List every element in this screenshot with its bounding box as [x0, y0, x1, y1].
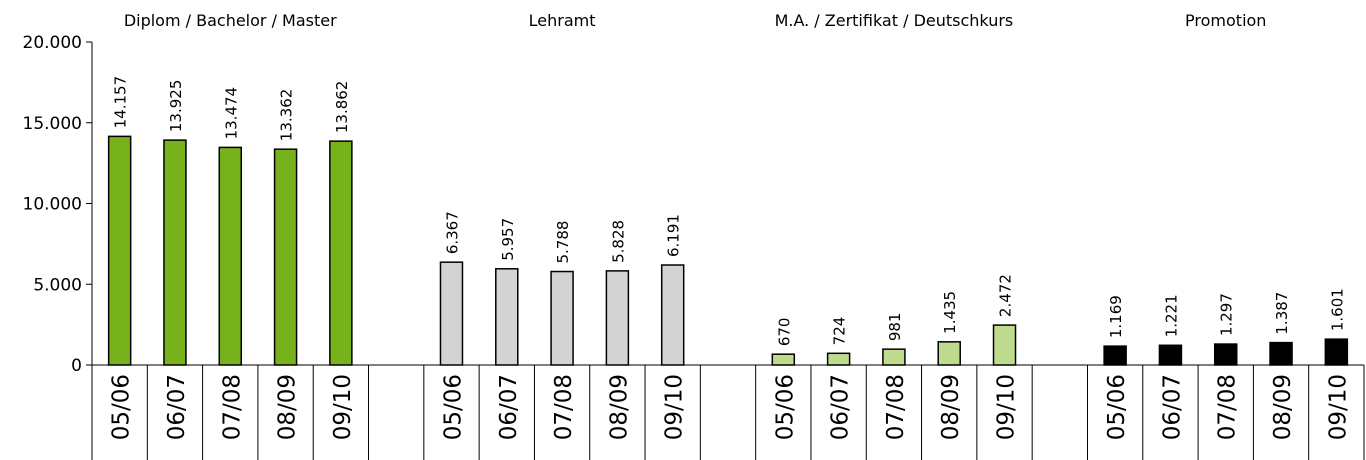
- bar: [439, 261, 464, 366]
- value-label: 1.387: [1273, 292, 1291, 335]
- value-label: 1.435: [941, 291, 959, 334]
- group-label: M.A. / Zertifikat / Deutschkurs: [775, 11, 1014, 30]
- x-tick-label: 08/09: [606, 374, 632, 440]
- x-tick-label: 07/08: [1215, 374, 1241, 440]
- x-tick-label: 06/07: [496, 374, 522, 440]
- bar: [882, 348, 906, 366]
- value-label: 2.472: [997, 274, 1015, 317]
- bar: [771, 353, 796, 366]
- value-label: 1.297: [1218, 293, 1236, 336]
- bar: [1269, 341, 1293, 366]
- y-tick-label: 20.000: [23, 33, 82, 53]
- bar: [218, 146, 243, 366]
- value-label: 5.828: [609, 220, 627, 263]
- bar: [107, 135, 132, 366]
- x-tick-label: 09/10: [1325, 374, 1351, 440]
- x-tick-label: 05/06: [440, 374, 466, 440]
- x-tick-label: 06/07: [1159, 374, 1185, 440]
- bar: [1213, 343, 1238, 366]
- group-label: Promotion: [1185, 11, 1266, 30]
- value-label: 1.221: [1162, 294, 1180, 337]
- group-label: Lehramt: [529, 11, 596, 30]
- group-label: Diplom / Bachelor / Master: [124, 11, 337, 30]
- bar: [550, 270, 574, 366]
- x-tick-label: 06/07: [164, 374, 190, 440]
- bar: [660, 264, 685, 366]
- x-tick-label: 08/09: [275, 374, 301, 440]
- bar: [937, 341, 961, 366]
- x-tick-label: 05/06: [109, 374, 135, 440]
- bar: [329, 140, 353, 366]
- value-label: 1.169: [1107, 295, 1125, 338]
- value-label: 13.862: [333, 81, 351, 134]
- x-tick-label: 05/06: [1104, 374, 1130, 440]
- value-label: 981: [886, 313, 904, 342]
- bar: [826, 352, 851, 366]
- x-tick-label: 07/08: [551, 374, 577, 440]
- x-tick-label: 08/09: [938, 374, 964, 440]
- x-tick-label: 09/10: [330, 374, 356, 440]
- value-label: 13.362: [278, 89, 296, 142]
- bar: [605, 270, 630, 366]
- value-label: 724: [831, 317, 849, 346]
- value-label: 13.925: [167, 80, 185, 133]
- bar: [1103, 345, 1127, 366]
- x-tick-label: 05/06: [772, 374, 798, 440]
- bar: [992, 324, 1017, 366]
- bar: [163, 139, 187, 366]
- x-tick-label: 07/08: [219, 374, 245, 440]
- value-label: 6.191: [665, 214, 683, 257]
- bar: [1158, 344, 1183, 366]
- value-label: 13.474: [222, 87, 240, 140]
- value-label: 1.601: [1328, 288, 1346, 331]
- x-tick-label: 06/07: [828, 374, 854, 440]
- x-tick-label: 08/09: [1270, 374, 1296, 440]
- y-tick-label: 10.000: [23, 195, 82, 215]
- bar: [1324, 338, 1349, 366]
- x-tick-label: 07/08: [883, 374, 909, 440]
- y-tick-label: 5.000: [33, 275, 82, 295]
- value-label: 5.788: [554, 221, 572, 264]
- value-label: 14.157: [112, 76, 130, 129]
- value-label: 5.957: [499, 218, 517, 261]
- y-tick-label: 15.000: [23, 114, 82, 134]
- bar: [273, 148, 298, 366]
- y-tick-label: 0: [71, 356, 82, 376]
- bar: [495, 268, 519, 366]
- value-label: 670: [775, 318, 793, 347]
- value-label: 6.367: [443, 211, 461, 254]
- x-tick-label: 09/10: [662, 374, 688, 440]
- x-tick-label: 09/10: [994, 374, 1020, 440]
